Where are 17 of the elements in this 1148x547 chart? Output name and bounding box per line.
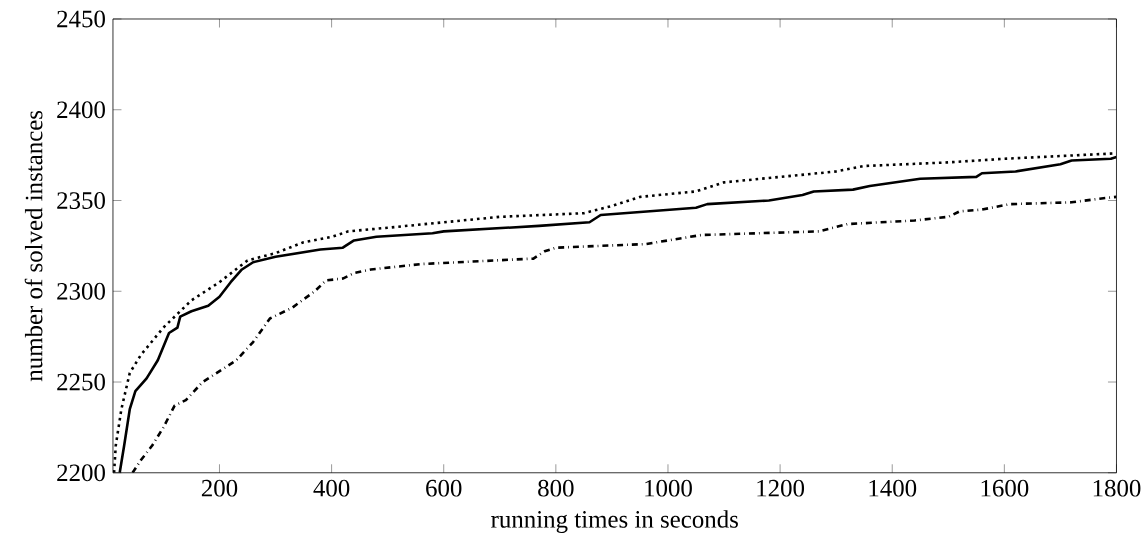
y-tick-label: 2200 [57,464,105,482]
x-tick-label: 400 [313,479,350,497]
y-axis-title: number of solved instances [24,111,43,382]
y-tick-label: 2350 [57,192,105,210]
y-tick-label: 2250 [57,373,105,391]
x-axis-title: running times in seconds [491,510,738,534]
y-tick-label: 2450 [57,10,105,28]
x-tick-label: 200 [201,479,238,497]
x-tick-label: 1600 [981,479,1029,497]
x-tick-label: 1000 [645,479,692,497]
x-tick-label: 600 [426,479,462,497]
x-tick-label: 1800 [1093,479,1141,497]
y-tick-label: 2400 [57,101,105,119]
x-tick-label: 1400 [869,479,917,497]
x-tick-label: 1200 [757,479,805,497]
x-tick-label: 800 [538,479,574,497]
y-tick-label: 2300 [57,282,105,300]
